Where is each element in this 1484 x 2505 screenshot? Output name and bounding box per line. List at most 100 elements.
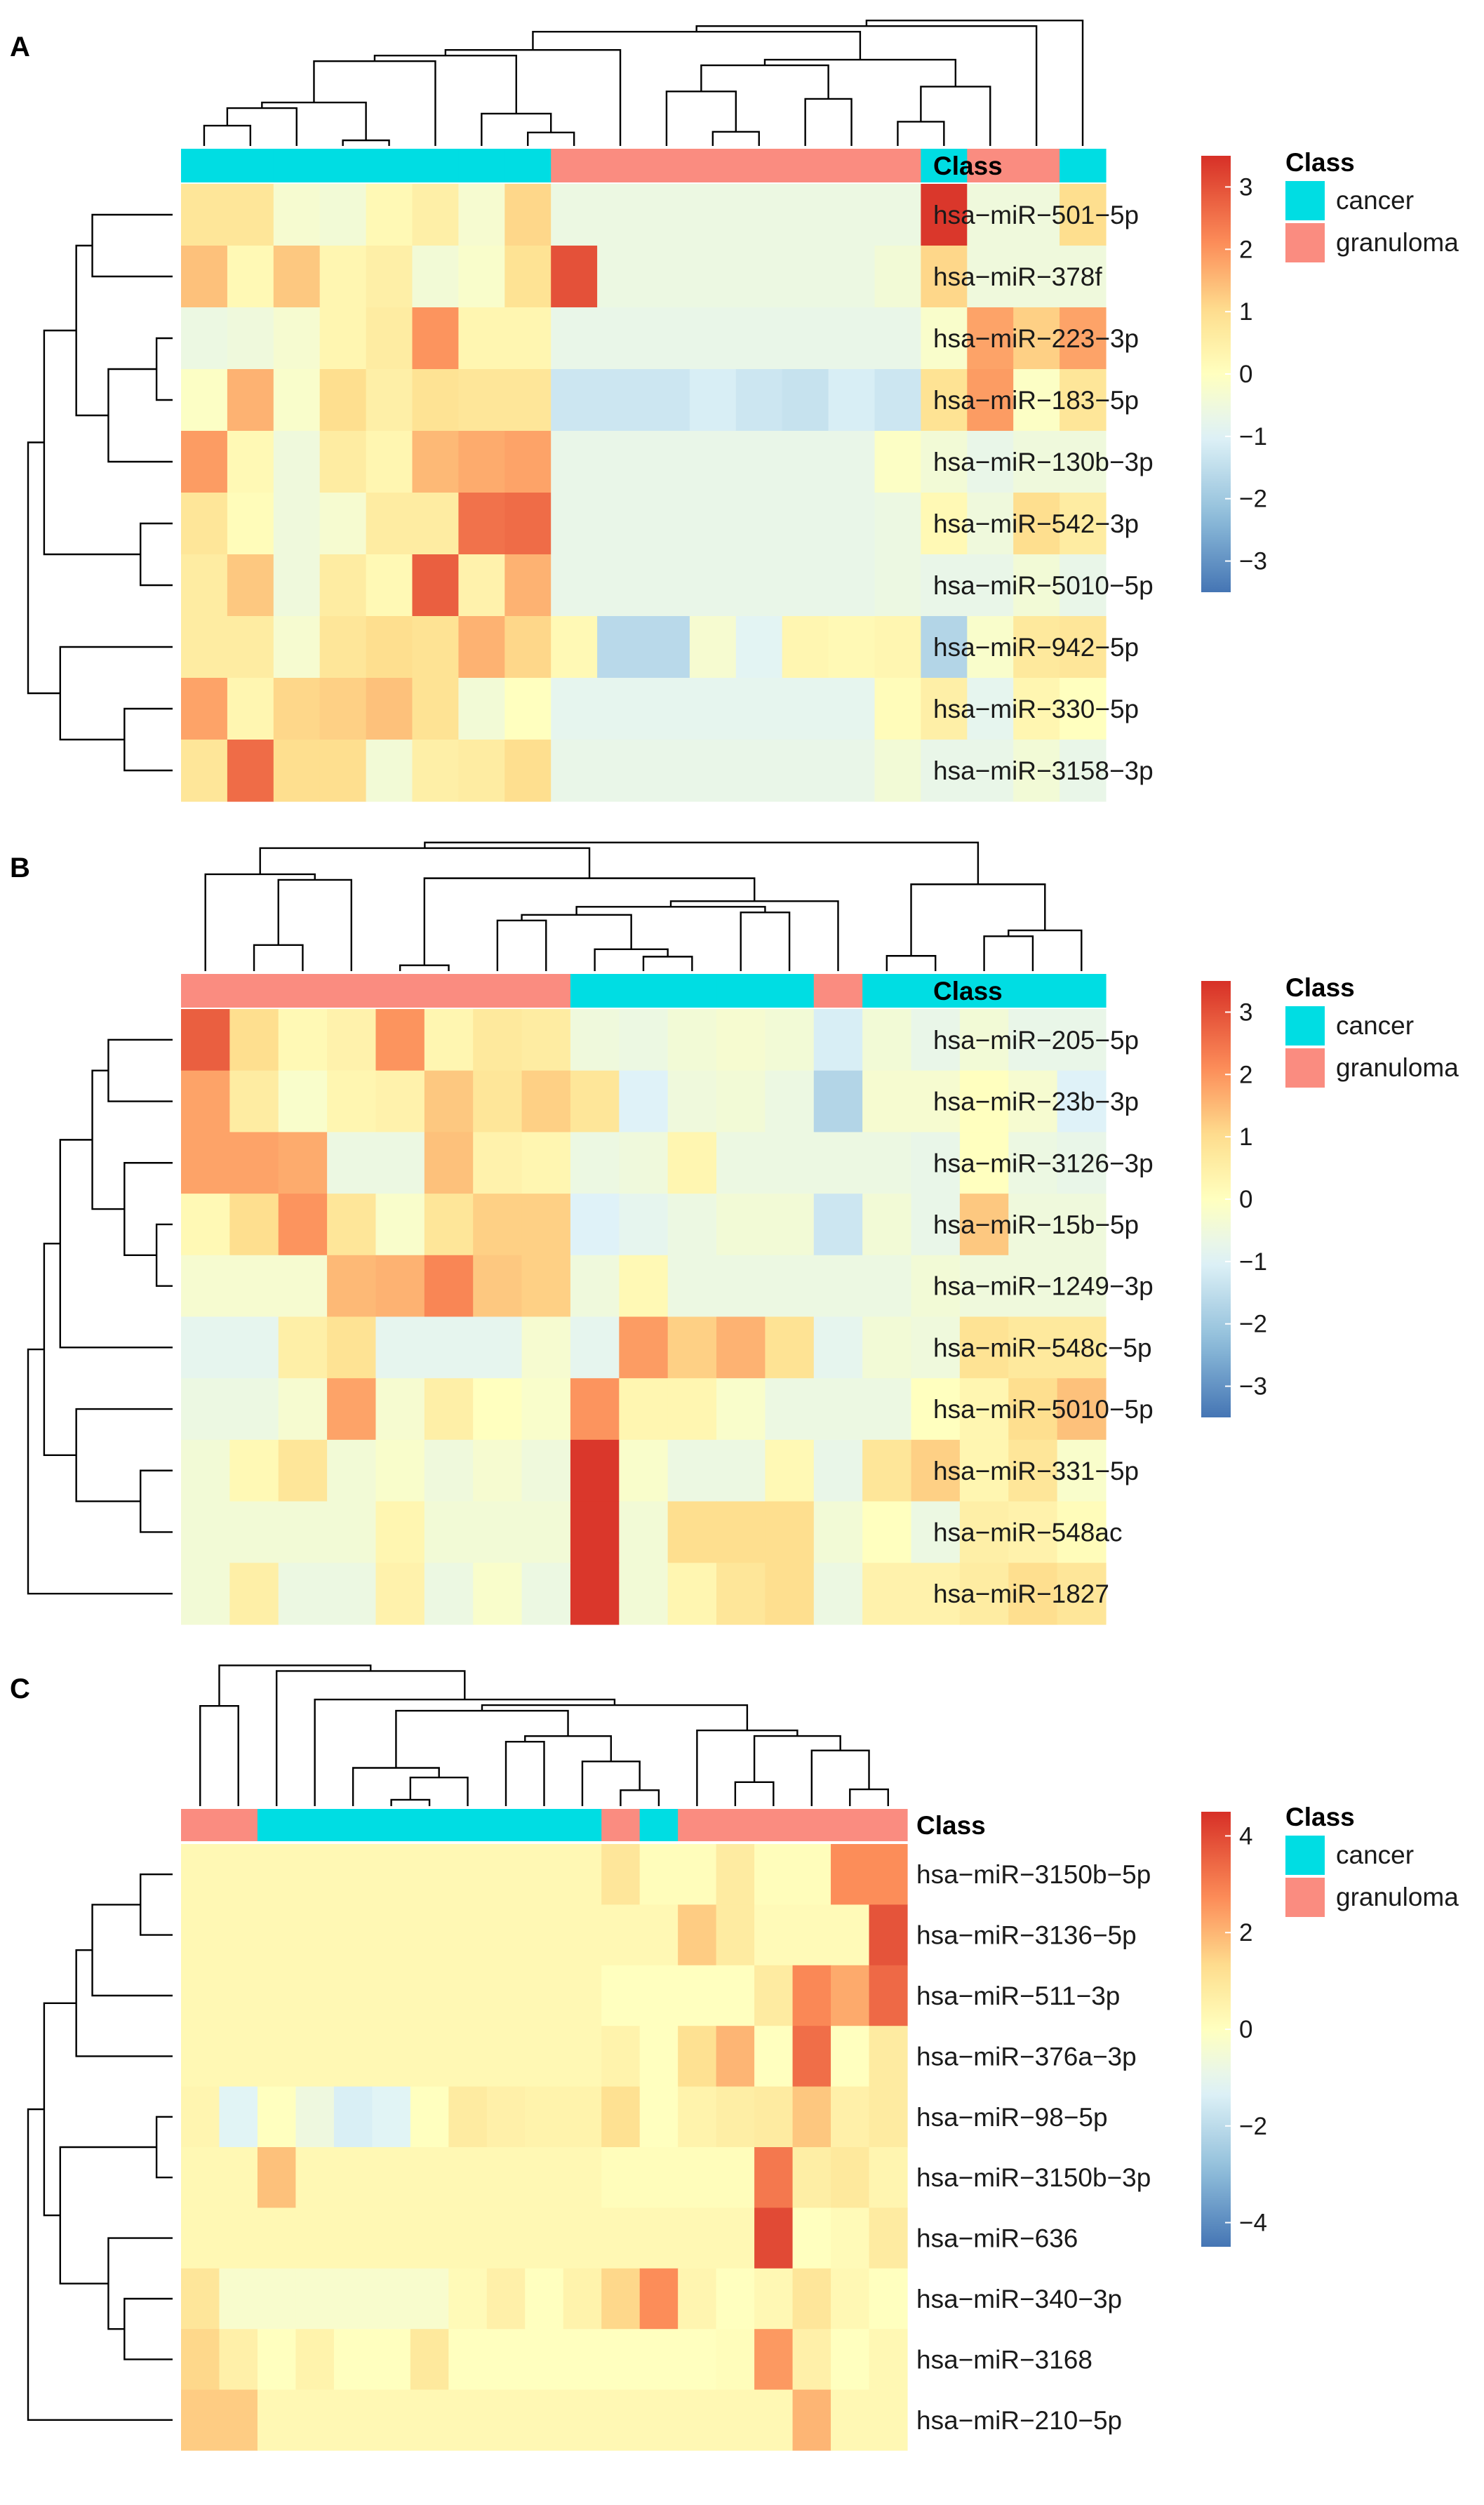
heatmap-cell <box>458 616 505 679</box>
row-label: hsa−miR−210−5p <box>916 2406 1122 2435</box>
heatmap-cell <box>735 493 783 555</box>
scale-tick-label: 2 <box>1239 236 1252 263</box>
heatmap-cell <box>862 1501 912 1563</box>
dendrogram-branch <box>642 956 693 971</box>
heatmap-cell <box>424 1439 474 1502</box>
heatmap-cell <box>424 1194 474 1256</box>
dendrogram-branch <box>763 58 957 87</box>
heatmap-cell <box>869 2086 908 2148</box>
heatmap-cell <box>869 2026 908 2088</box>
heatmap-cell <box>765 1316 815 1379</box>
heatmap-cell <box>525 2268 564 2330</box>
heatmap-cell <box>227 678 274 740</box>
heatmap-cell <box>410 2389 449 2451</box>
heatmap-cell <box>525 2329 564 2391</box>
heatmap-cell <box>372 2268 411 2330</box>
heatmap-cell <box>327 1009 377 1071</box>
class-bar-title: Class <box>933 977 1003 1006</box>
heatmap-cell <box>921 616 968 679</box>
heatmap-cell <box>486 2026 526 2088</box>
heatmap-cell <box>765 1009 815 1071</box>
heatmap-cell <box>959 1563 1009 1625</box>
heatmap-cell <box>765 1378 815 1441</box>
dendrogram-branch <box>43 2002 76 2217</box>
heatmap-cell <box>639 2026 679 2088</box>
heatmap-cell <box>959 1255 1009 1318</box>
heatmap-cell <box>504 678 552 740</box>
heatmap-cell <box>458 307 505 370</box>
heatmap-cell <box>319 184 367 246</box>
heatmap-cell <box>295 1965 335 2026</box>
dendrogram-branch <box>75 244 109 417</box>
heatmap-cell <box>716 1009 766 1071</box>
heatmap-cell <box>295 1904 335 1966</box>
class-cell <box>458 149 505 182</box>
dendrogram-branch <box>910 883 1046 956</box>
heatmap-cell <box>1013 616 1060 679</box>
scale-tick-label: −1 <box>1239 1248 1267 1276</box>
heatmap-cell <box>327 1316 377 1379</box>
panel-label: A <box>10 32 30 62</box>
heatmap-cell <box>366 184 413 246</box>
row-label: hsa−miR−3136−5p <box>916 1921 1137 1950</box>
heatmap-cell <box>959 1501 1009 1563</box>
heatmap-cell <box>754 1904 794 1966</box>
heatmap-cell <box>678 1965 717 2026</box>
heatmap-cell <box>597 246 644 308</box>
heatmap-cell <box>257 1844 297 1905</box>
dendrogram-branch <box>444 48 622 146</box>
heatmap-cell <box>716 2268 755 2330</box>
legend-swatch-cancer <box>1285 1836 1325 1875</box>
dendrogram-branch <box>885 955 937 971</box>
heatmap-cell <box>967 184 1014 246</box>
heatmap-cell <box>333 1904 373 1966</box>
heatmap-cell <box>1059 184 1107 246</box>
heatmap-cell <box>410 2026 449 2088</box>
heatmap-cell <box>911 1255 961 1318</box>
heatmap-cell <box>967 246 1014 308</box>
class-cell <box>424 974 474 1008</box>
heatmap-cell <box>831 2268 870 2330</box>
heatmap-cell <box>667 1563 717 1625</box>
row-label: hsa−miR−542−3p <box>933 509 1139 538</box>
heatmap-cell <box>619 1132 669 1194</box>
heatmap-cell <box>273 493 321 555</box>
heatmap-cell <box>181 678 228 740</box>
heatmap-cell <box>716 2207 755 2269</box>
heatmap-cell <box>412 307 459 370</box>
heatmap-cell <box>689 554 737 617</box>
class-cell <box>667 974 717 1008</box>
dendrogram-branch <box>810 1749 870 1806</box>
heatmap-cell <box>792 2389 831 2451</box>
heatmap-cell <box>372 1844 411 1905</box>
heatmap-cell <box>372 2086 411 2148</box>
heatmap-cell <box>375 1255 425 1318</box>
class-cell <box>831 1809 870 1841</box>
class-legend: Class cancer granuloma <box>1285 973 1459 1088</box>
heatmap-cell <box>716 2086 755 2148</box>
heatmap-cell <box>754 2207 794 2269</box>
column-dendrogram <box>199 1664 889 1806</box>
heatmap-cell <box>869 2389 908 2451</box>
heatmap-cell <box>181 740 228 802</box>
heatmap-cell <box>219 2086 258 2148</box>
heatmap-cell <box>327 1194 377 1256</box>
heatmap-cell <box>643 184 690 246</box>
heatmap-cell <box>319 246 367 308</box>
heatmap-cell <box>921 431 968 493</box>
heatmap-cell <box>551 740 598 802</box>
heatmap-cell <box>375 1378 425 1441</box>
dendrogram-branch <box>424 841 980 885</box>
heatmap-cell <box>689 307 737 370</box>
heatmap-cell <box>667 1378 717 1441</box>
heatmap-cell <box>521 1070 571 1133</box>
heatmap-cell <box>869 2207 908 2269</box>
heatmap-cell <box>735 184 783 246</box>
class-cell <box>959 974 1009 1008</box>
legend-label-cancer: cancer <box>1336 186 1414 215</box>
heatmap-cell <box>911 1501 961 1563</box>
class-cell <box>716 974 766 1008</box>
row-label: hsa−miR−511−3p <box>916 1982 1120 2010</box>
heatmap-cell <box>813 1501 863 1563</box>
heatmap-cell <box>1059 369 1107 432</box>
